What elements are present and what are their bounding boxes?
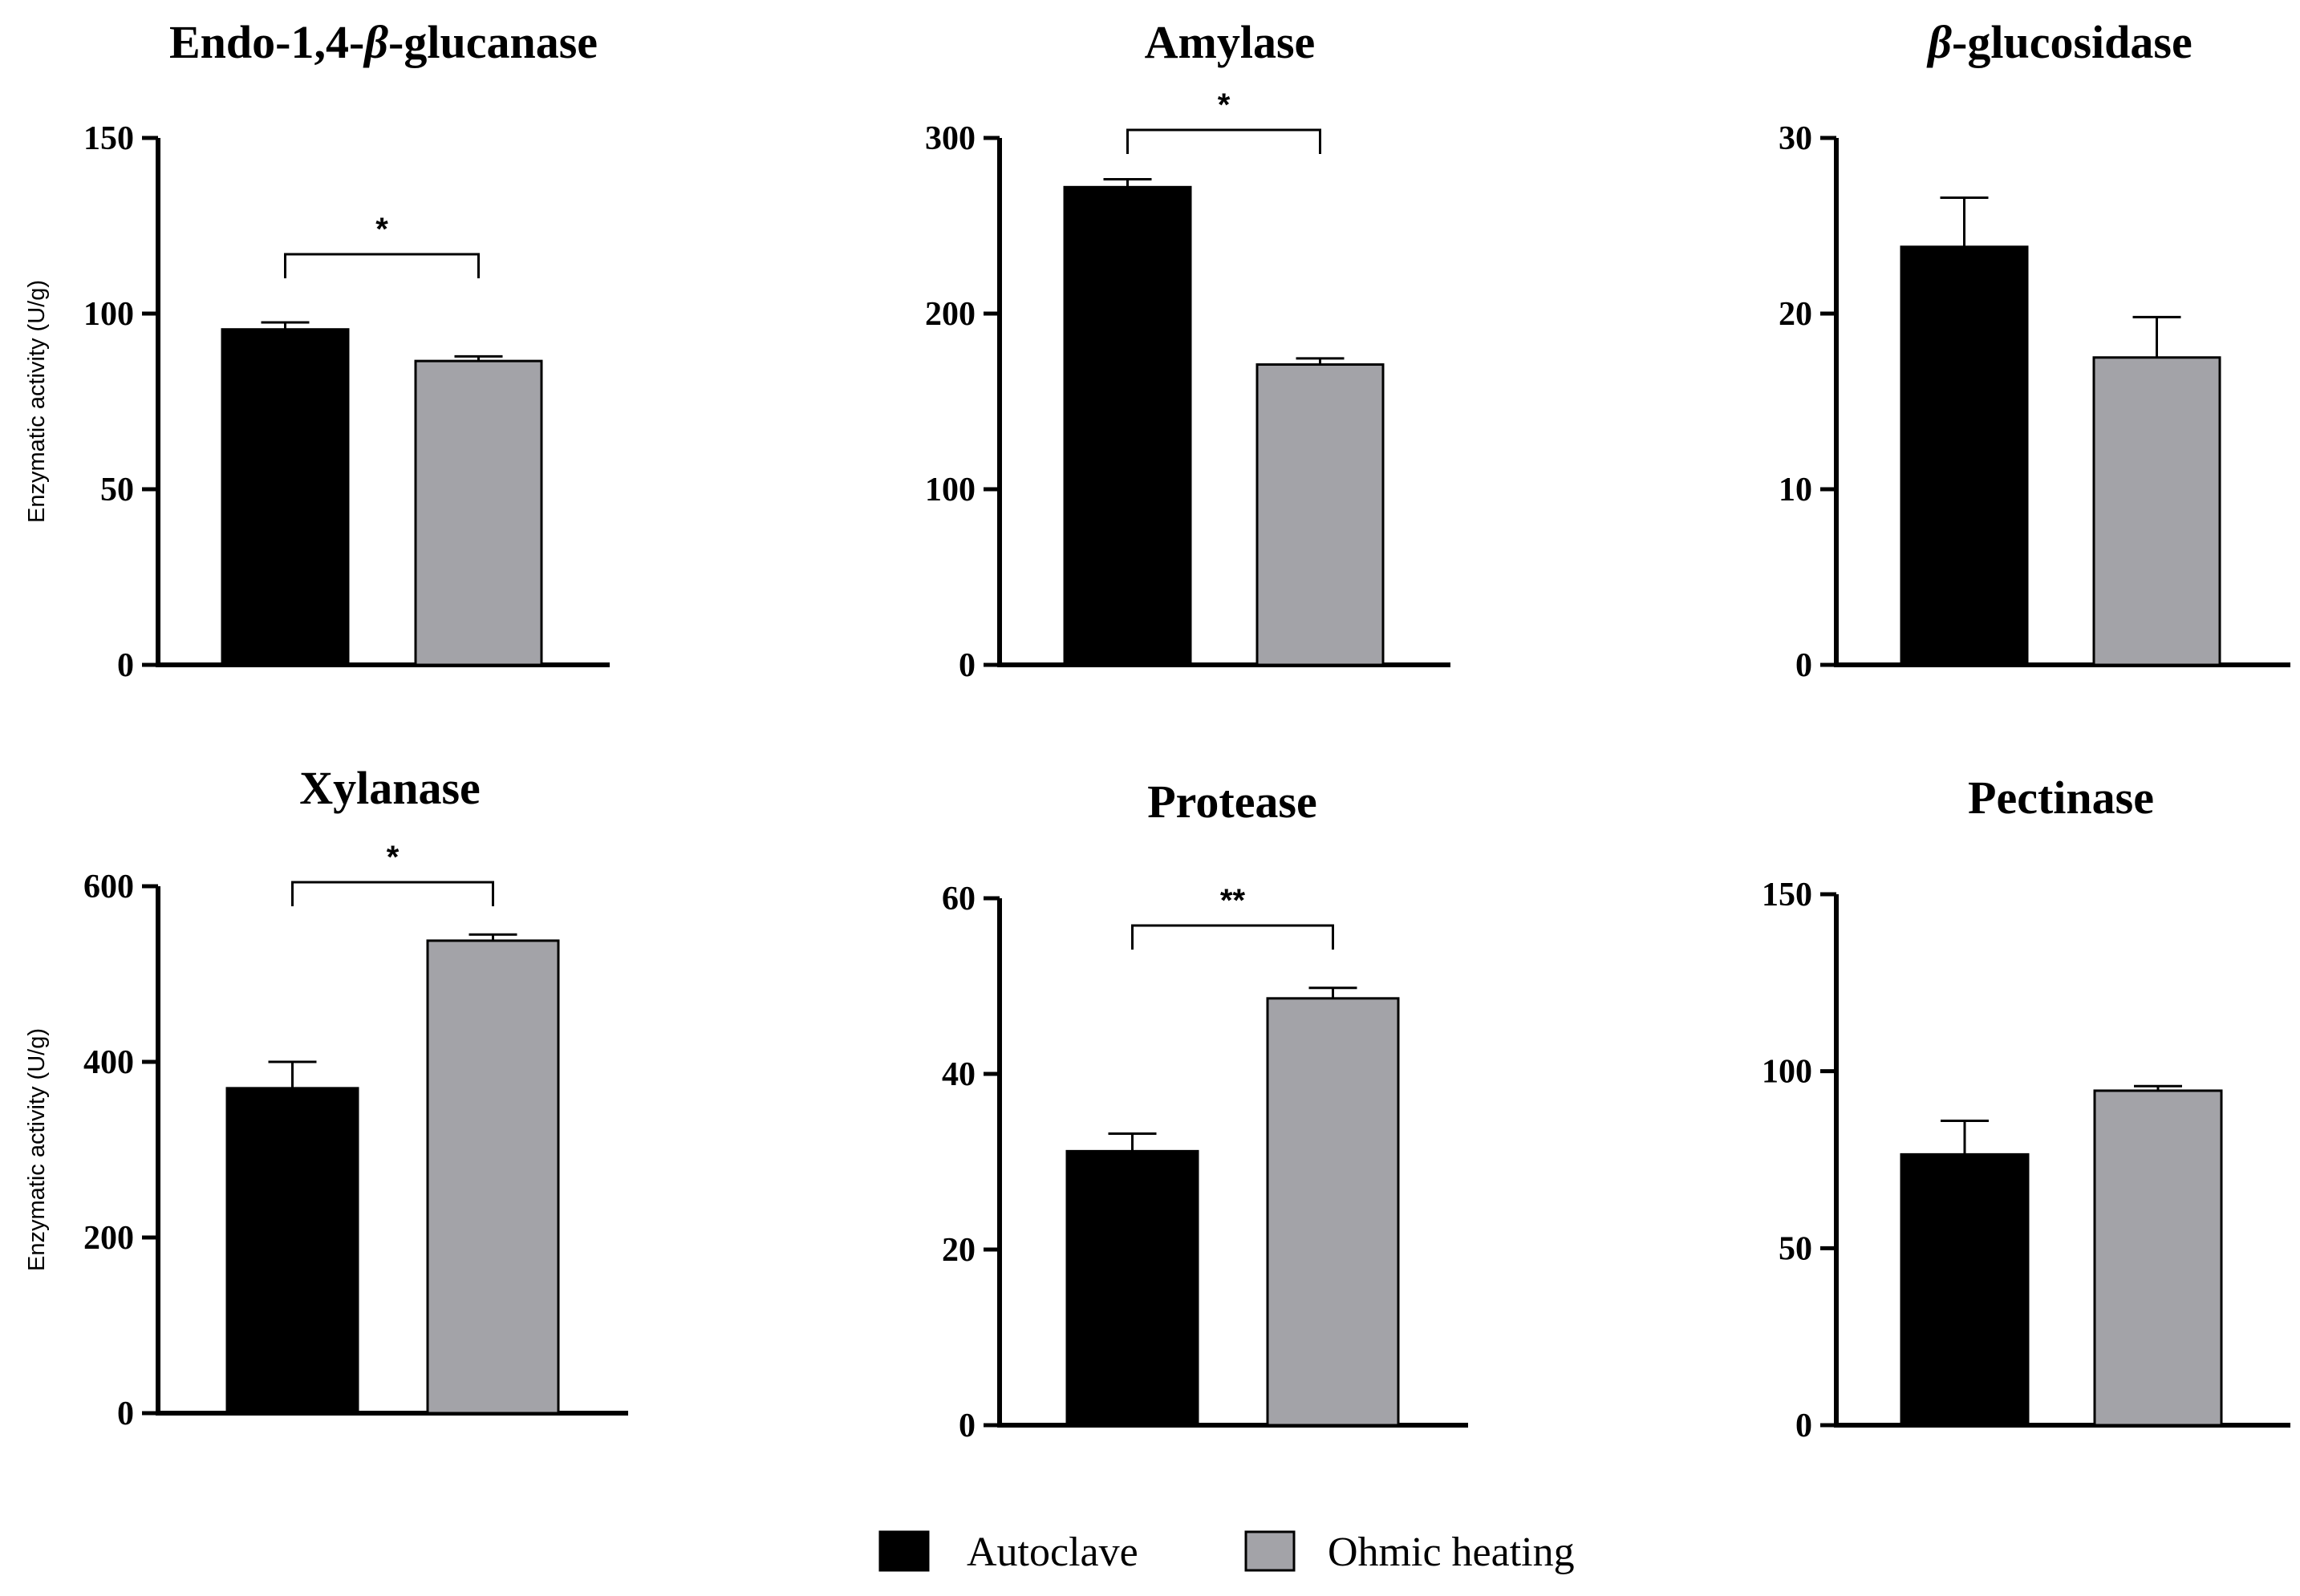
bar-ohmic-heating (414, 359, 543, 666)
significance-bracket (291, 881, 494, 906)
significance-label: ** (1220, 883, 1246, 918)
y-tick-label: 0 (117, 1395, 134, 1432)
y-tick-label: 20 (942, 1232, 976, 1269)
bar-ohmic-heating (426, 939, 560, 1415)
chart-title: β-glucosidase (1926, 16, 2192, 68)
y-tick-label: 200 (83, 1220, 134, 1257)
bar-ohmic-heating (1266, 997, 1400, 1427)
significance-bracket (1131, 924, 1334, 950)
chart-title: Xylanase (299, 762, 481, 814)
y-tick-label: 20 (1779, 296, 1812, 333)
y-tick-label: 150 (83, 120, 134, 157)
chart-panel-1: Endo-1,4-β-glucanase 0 50 100 150 Enzymatic a… (24, 16, 610, 684)
y-tick-label: 10 (1779, 472, 1812, 508)
chart-panel-6: Pectinase 0 50 100 150 (1762, 772, 2290, 1444)
y-tick-label: 50 (100, 472, 134, 508)
bar-autoclave (221, 328, 350, 666)
bar-autoclave (1900, 1152, 2030, 1427)
significance-bracket (284, 253, 480, 278)
legend-label-ohmic-heating: Ohmic heating (1328, 1529, 1575, 1575)
y-tick-label: 40 (942, 1056, 976, 1093)
significance-label: * (387, 840, 400, 875)
y-tick-label: 50 (1779, 1230, 1812, 1267)
bar-autoclave (1900, 245, 2029, 666)
y-tick-label: 0 (1795, 1408, 1812, 1444)
bar-autoclave (1063, 185, 1192, 666)
bar-ohmic-heating (1255, 363, 1385, 666)
significance-label: * (375, 212, 388, 247)
y-tick-label: 300 (925, 120, 976, 157)
y-tick-label: 30 (1779, 120, 1812, 157)
legend: Autoclave Ohmic heating (878, 1529, 1575, 1575)
chart-panel-2: Amylase 0 100 200 300 * (925, 16, 1450, 684)
y-tick-label: 200 (925, 296, 976, 333)
y-tick-label: 600 (83, 869, 134, 905)
significance-bracket (1126, 128, 1321, 154)
chart-panel-4: Xylanase 0 200 400 600 Enzymatic activity (U/… (24, 762, 628, 1432)
y-axis-label: Enzymatic activity (U/g) (24, 1028, 50, 1271)
legend-swatch-autoclave (878, 1530, 930, 1572)
y-tick-label: 400 (83, 1044, 134, 1081)
y-tick-label: 100 (83, 296, 134, 333)
chart-title: Pectinase (1968, 772, 2154, 824)
chart-panel-5: Protease 0 20 40 60 ** (942, 776, 1468, 1444)
bar-autoclave (1065, 1149, 1199, 1427)
y-tick-label: 150 (1762, 877, 1812, 913)
y-tick-label: 0 (959, 1408, 976, 1444)
y-tick-label: 100 (925, 472, 976, 508)
y-tick-label: 100 (1762, 1054, 1812, 1091)
legend-swatch-ohmic-heating (1244, 1530, 1296, 1572)
significance-label: * (1218, 87, 1231, 123)
y-tick-label: 0 (117, 647, 134, 684)
chart-title: Endo-1,4-β-glucanase (169, 16, 598, 68)
chart-title: Protease (1147, 776, 1317, 828)
chart-title: Amylase (1145, 16, 1316, 68)
legend-label-autoclave: Autoclave (967, 1529, 1138, 1575)
chart-panel-3: β-glucosidase 0 10 20 30 (1779, 16, 2290, 684)
y-axis-label: Enzymatic activity (U/g) (24, 280, 50, 523)
y-tick-label: 60 (942, 881, 976, 917)
bar-ohmic-heating (2093, 1089, 2223, 1427)
y-tick-label: 0 (959, 647, 976, 684)
y-tick-label: 0 (1795, 647, 1812, 684)
bar-ohmic-heating (2092, 356, 2221, 666)
bar-autoclave (225, 1087, 359, 1415)
